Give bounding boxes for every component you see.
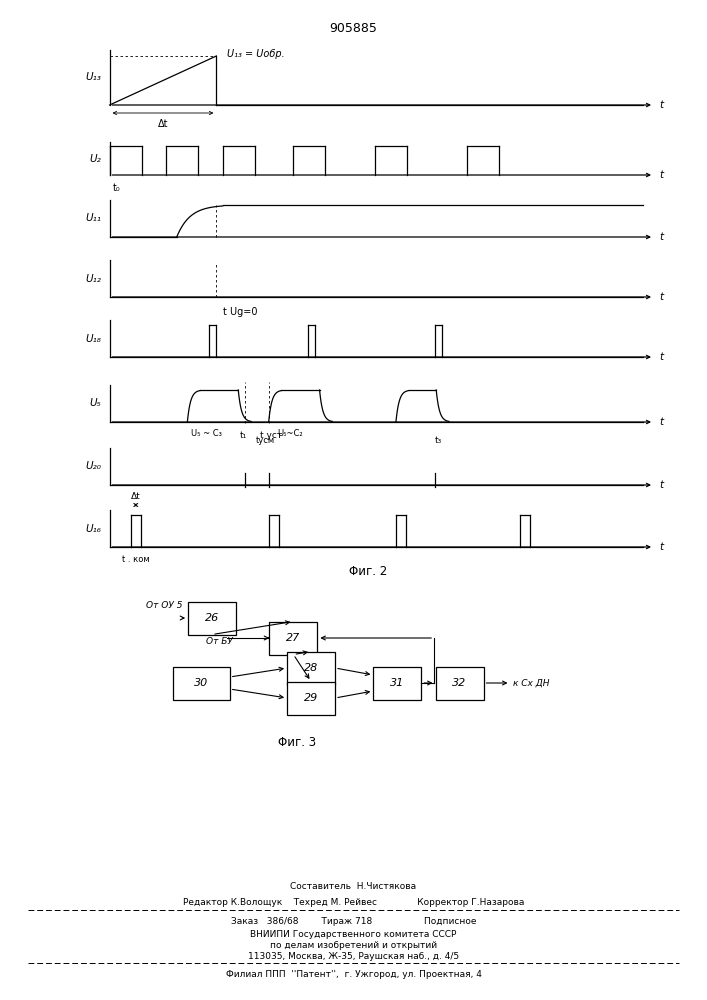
Text: U₁₆: U₁₆ <box>86 523 101 533</box>
FancyBboxPatch shape <box>188 602 236 635</box>
Text: t: t <box>659 232 663 242</box>
FancyBboxPatch shape <box>373 666 421 700</box>
Text: 30: 30 <box>194 678 209 688</box>
Text: Заказ   386/68        Тираж 718                  Подписное: Заказ 386/68 Тираж 718 Подписное <box>230 917 477 926</box>
Text: t уст: t уст <box>260 431 283 440</box>
Text: t Ug=0: t Ug=0 <box>223 307 258 317</box>
Text: 29: 29 <box>304 693 318 703</box>
Text: 28: 28 <box>304 663 318 673</box>
Text: 905885: 905885 <box>329 21 378 34</box>
Text: U₁₂: U₁₂ <box>86 273 101 284</box>
Text: t₁: t₁ <box>240 431 247 440</box>
Text: От БУ: От БУ <box>206 637 233 646</box>
Text: Φиг. 2: Φиг. 2 <box>349 565 387 578</box>
Text: tусм: tусм <box>255 436 275 445</box>
FancyBboxPatch shape <box>287 652 335 684</box>
Text: Составитель  Н.Чистякова: Составитель Н.Чистякова <box>291 882 416 891</box>
FancyBboxPatch shape <box>287 682 335 714</box>
Text: по делам изобретений и открытий: по делам изобретений и открытий <box>270 941 437 950</box>
Text: t: t <box>659 542 663 552</box>
Text: ВНИИПИ Государственного комитета СССР: ВНИИПИ Государственного комитета СССР <box>250 930 457 939</box>
Text: U₁₃: U₁₃ <box>86 73 101 83</box>
Text: U₅~C₂: U₅~C₂ <box>277 429 303 438</box>
Text: t . ком: t . ком <box>122 555 150 564</box>
Text: 32: 32 <box>452 678 467 688</box>
Text: U₅ ~ C₃: U₅ ~ C₃ <box>191 429 222 438</box>
Text: Филиал ППП  ''Патент'',  г. Ужгород, ул. Проектная, 4: Филиал ППП ''Патент'', г. Ужгород, ул. П… <box>226 970 481 979</box>
Text: t: t <box>659 352 663 362</box>
Text: t: t <box>659 100 663 110</box>
Text: t: t <box>659 292 663 302</box>
Text: к Сх ДН: к Сх ДН <box>513 678 550 688</box>
Text: t: t <box>659 170 663 180</box>
Text: U₂₀: U₂₀ <box>86 461 101 471</box>
FancyBboxPatch shape <box>436 666 484 700</box>
FancyBboxPatch shape <box>173 666 230 700</box>
Text: U₅: U₅ <box>89 398 101 408</box>
Text: t₃: t₃ <box>435 436 442 445</box>
Text: t: t <box>659 417 663 427</box>
Text: t₀: t₀ <box>113 183 121 193</box>
Text: t: t <box>659 480 663 490</box>
Text: 31: 31 <box>390 678 404 688</box>
Text: От ОУ 5: От ОУ 5 <box>146 601 182 610</box>
Text: U₁₃ = Uобр.: U₁₃ = Uобр. <box>227 49 285 59</box>
Text: Δt: Δt <box>158 119 168 129</box>
Text: U₁₁: U₁₁ <box>86 213 101 223</box>
Text: U₂: U₂ <box>89 154 101 164</box>
FancyBboxPatch shape <box>269 622 317 654</box>
Text: U₁₈: U₁₈ <box>86 334 101 344</box>
Text: 26: 26 <box>205 613 219 623</box>
Text: 113035, Москва, Ж-35, Раушская наб., д. 4/5: 113035, Москва, Ж-35, Раушская наб., д. … <box>248 952 459 961</box>
Text: Редактор К.Волощук    Техред М. Рейвес              Корректор Г.Назарова: Редактор К.Волощук Техред М. Рейвес Корр… <box>183 898 524 907</box>
Text: 27: 27 <box>286 633 300 643</box>
Text: Δt: Δt <box>131 492 141 501</box>
Text: Φиг. 3: Φиг. 3 <box>278 736 316 750</box>
